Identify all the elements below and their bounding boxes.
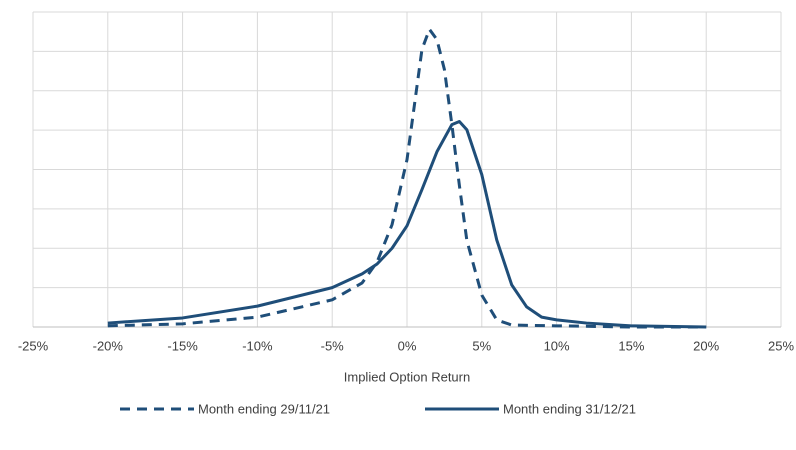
x-tick-label: -10% xyxy=(242,338,273,353)
x-tick-label: -5% xyxy=(321,338,345,353)
x-tick-label: 5% xyxy=(472,338,491,353)
x-tick-label: 20% xyxy=(693,338,719,353)
x-tick-label: 15% xyxy=(618,338,644,353)
x-tick-label: -20% xyxy=(93,338,124,353)
line-series xyxy=(107,27,707,329)
x-axis-label: Implied Option Return xyxy=(344,369,470,384)
line-series xyxy=(107,119,707,329)
x-tick-label: 25% xyxy=(768,338,794,353)
x-tick-label: 10% xyxy=(544,338,570,353)
legend-label: Month ending 29/11/21 xyxy=(198,401,330,416)
x-tick-label: 0% xyxy=(398,338,417,353)
x-tick-label: -15% xyxy=(167,338,198,353)
x-tick-label: -25% xyxy=(18,338,49,353)
legend-label: Month ending 31/12/21 xyxy=(503,401,636,416)
